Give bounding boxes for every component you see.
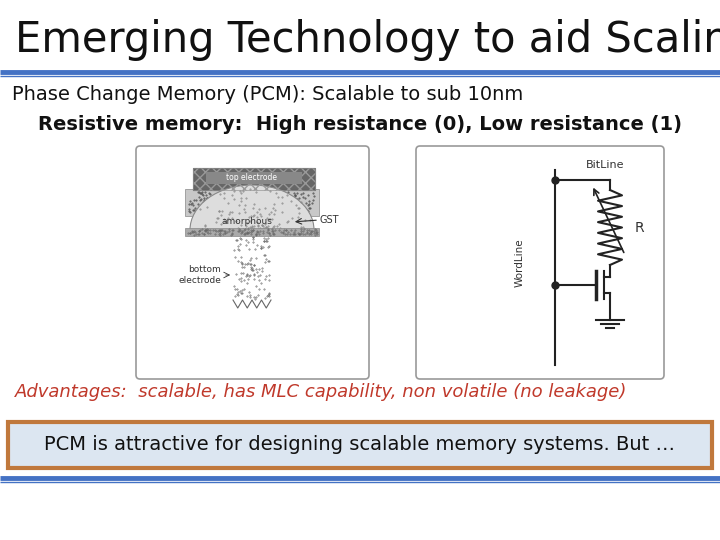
Text: Emerging Technology to aid Scaling: Emerging Technology to aid Scaling — [15, 19, 720, 61]
Text: GST: GST — [320, 215, 340, 225]
Text: Advantages:  scalable, has MLC capability, non volatile (no leakage): Advantages: scalable, has MLC capability… — [15, 383, 627, 401]
Text: Resistive memory:  High resistance (0), Low resistance (1): Resistive memory: High resistance (0), L… — [38, 116, 682, 134]
Text: BitLine: BitLine — [586, 160, 624, 170]
Text: amorphous: amorphous — [222, 218, 272, 226]
Text: top electrode: top electrode — [227, 173, 277, 183]
FancyBboxPatch shape — [193, 168, 315, 190]
FancyBboxPatch shape — [8, 422, 712, 468]
Text: bottom
electrode: bottom electrode — [178, 265, 221, 285]
FancyBboxPatch shape — [188, 230, 316, 375]
Ellipse shape — [190, 185, 314, 275]
FancyBboxPatch shape — [206, 172, 302, 184]
FancyBboxPatch shape — [233, 236, 271, 300]
FancyBboxPatch shape — [416, 146, 664, 379]
Text: R: R — [635, 220, 644, 234]
Text: WordLine: WordLine — [515, 238, 525, 287]
Text: polycrystalline: polycrystalline — [217, 191, 287, 201]
Text: Phase Change Memory (PCM): Scalable to sub 10nm: Phase Change Memory (PCM): Scalable to s… — [12, 85, 523, 105]
FancyBboxPatch shape — [136, 146, 369, 379]
FancyBboxPatch shape — [185, 189, 319, 216]
Text: PCM is attractive for designing scalable memory systems. But …: PCM is attractive for designing scalable… — [45, 435, 675, 455]
FancyBboxPatch shape — [185, 228, 319, 236]
